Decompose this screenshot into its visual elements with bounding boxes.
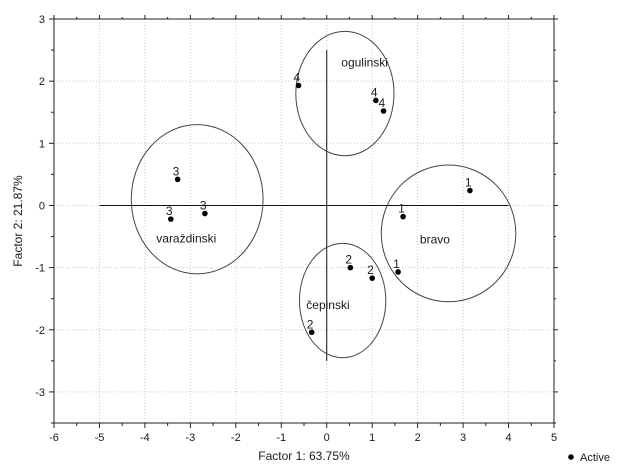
- point-label: 1: [393, 257, 400, 271]
- data-point: [369, 275, 375, 281]
- legend: Active: [568, 452, 610, 464]
- x-tick-label: 0: [324, 432, 330, 444]
- data-point: [380, 108, 387, 114]
- y-tick-label: -2: [35, 325, 45, 337]
- x-tick-label: -4: [140, 432, 150, 444]
- group-circle: [380, 164, 517, 303]
- x-tick-label: 3: [460, 432, 466, 444]
- data-point: [395, 269, 401, 275]
- data-point: [168, 216, 174, 222]
- point-label: 4: [379, 96, 386, 110]
- data-point: [347, 264, 354, 271]
- point-label: 2: [345, 253, 352, 267]
- point-label: 3: [166, 204, 173, 218]
- data-point: [308, 329, 315, 336]
- point-label: 2: [307, 317, 314, 331]
- y-tick-label: 3: [39, 14, 45, 26]
- point-label: 2: [367, 263, 374, 277]
- group-circle: [298, 242, 387, 359]
- data-point: [373, 97, 379, 104]
- point-label: 4: [371, 85, 378, 99]
- y-tick-label: 0: [39, 200, 45, 212]
- data-point: [174, 176, 181, 183]
- x-axis-title: Factor 1: 63.75%: [258, 449, 350, 463]
- group-circles: ogulinski varaždinski bravo čepinski: [130, 30, 517, 359]
- point-label: 1: [465, 176, 472, 190]
- y-axis-title: Factor 2: 21.87%: [11, 175, 25, 267]
- point-label: 1: [398, 202, 405, 216]
- y-tick-label: 2: [39, 76, 45, 88]
- x-tick-label: -2: [231, 432, 241, 444]
- grid: [54, 19, 554, 423]
- x-tick-label: -6: [49, 432, 59, 444]
- axis-ticks: -6 -5 -4 -3 -2 -1 0 1 2 3 4 5 3 2 1 0 -1 -2 -3: [35, 14, 558, 444]
- y-tick-label: -1: [35, 263, 45, 275]
- legend-marker: [568, 454, 574, 460]
- point-label: 3: [173, 164, 180, 178]
- data-point: [467, 187, 473, 194]
- y-tick-label: -3: [35, 387, 45, 399]
- y-tick-label: 1: [39, 138, 45, 150]
- point-label: 4: [294, 71, 301, 85]
- x-tick-label: -1: [276, 432, 286, 444]
- point-label: 3: [200, 199, 207, 213]
- x-tick-label: 5: [551, 432, 557, 444]
- x-tick-label: 1: [369, 432, 375, 444]
- data-point: [202, 210, 208, 217]
- group-label: bravo: [420, 233, 450, 247]
- legend-label: Active: [580, 452, 610, 464]
- x-tick-label: 2: [415, 432, 421, 444]
- group-label: ogulinski: [341, 56, 388, 70]
- group-label: čepinski: [306, 298, 349, 312]
- x-tick-label: 4: [505, 432, 511, 444]
- group-circle: [130, 124, 264, 275]
- x-tick-label: -5: [95, 432, 105, 444]
- group-label: varaždinski: [156, 231, 216, 245]
- data-point: [295, 82, 302, 89]
- data-point: [400, 213, 406, 220]
- x-tick-label: -3: [185, 432, 195, 444]
- origin-guide-lines: [99, 50, 509, 361]
- group-circle: [295, 30, 395, 157]
